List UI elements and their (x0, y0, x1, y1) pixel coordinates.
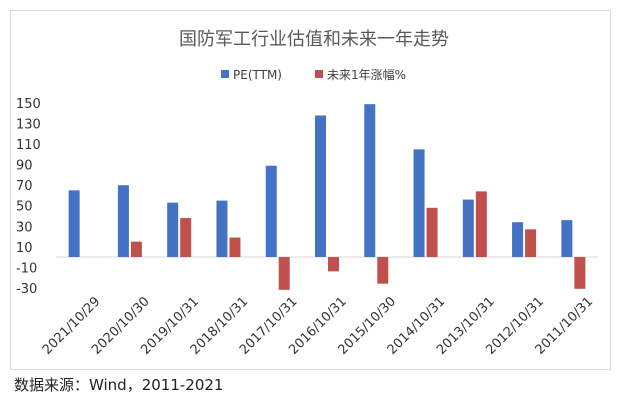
y-tick-label: 30 (16, 220, 33, 235)
bar-next-year-return (377, 257, 389, 284)
bar-next-year-return (525, 229, 537, 258)
bar-pe-ttm (167, 202, 179, 258)
chart-title: 国防军工行业估值和未来一年走势 (179, 29, 449, 50)
y-tick-label: -30 (16, 282, 37, 297)
bar-pe-ttm (315, 115, 326, 258)
legend-swatch (221, 70, 229, 78)
y-tick-label: 150 (16, 97, 41, 112)
source-note: 数据来源：Wind，2011-2021 (14, 376, 224, 394)
legend: PE(TTM) 未来1年涨幅% (221, 67, 406, 82)
bar-pe-ttm (512, 222, 524, 258)
bars (68, 104, 586, 290)
y-tick-label: -10 (16, 261, 37, 276)
bar-pe-ttm (413, 149, 425, 258)
bar-pe-ttm (364, 104, 376, 258)
bar-next-year-return (475, 191, 487, 258)
bar-next-year-return (130, 241, 142, 258)
bar-pe-ttm (68, 190, 80, 258)
bar-next-year-return (328, 257, 339, 272)
legend-label: 未来1年涨幅% (327, 67, 406, 82)
y-axis: 150 130 110 90 70 50 30 10 -10 -30 (16, 97, 41, 297)
legend-label: PE(TTM) (233, 68, 282, 82)
legend-swatch (315, 70, 323, 78)
bar-next-year-return (180, 218, 192, 258)
y-tick-label: 10 (16, 241, 33, 256)
bar-next-year-return (229, 237, 241, 258)
bar-pe-ttm (216, 200, 228, 258)
bar-next-year-return (278, 257, 290, 290)
bar-pe-ttm (462, 199, 474, 258)
bar-pe-ttm (117, 185, 129, 258)
y-tick-label: 90 (16, 159, 33, 174)
bar-pe-ttm (561, 220, 573, 258)
bar-pe-ttm (265, 165, 277, 258)
y-tick-label: 50 (16, 200, 33, 215)
bar-next-year-return (426, 207, 438, 258)
y-tick-label: 110 (16, 138, 41, 153)
x-axis: 2021/10/292020/10/302019/10/312018/10/31… (40, 294, 596, 358)
bar-next-year-return (574, 257, 586, 289)
y-tick-label: 130 (16, 118, 41, 133)
y-tick-label: 70 (16, 179, 33, 194)
chart-frame (10, 10, 611, 370)
